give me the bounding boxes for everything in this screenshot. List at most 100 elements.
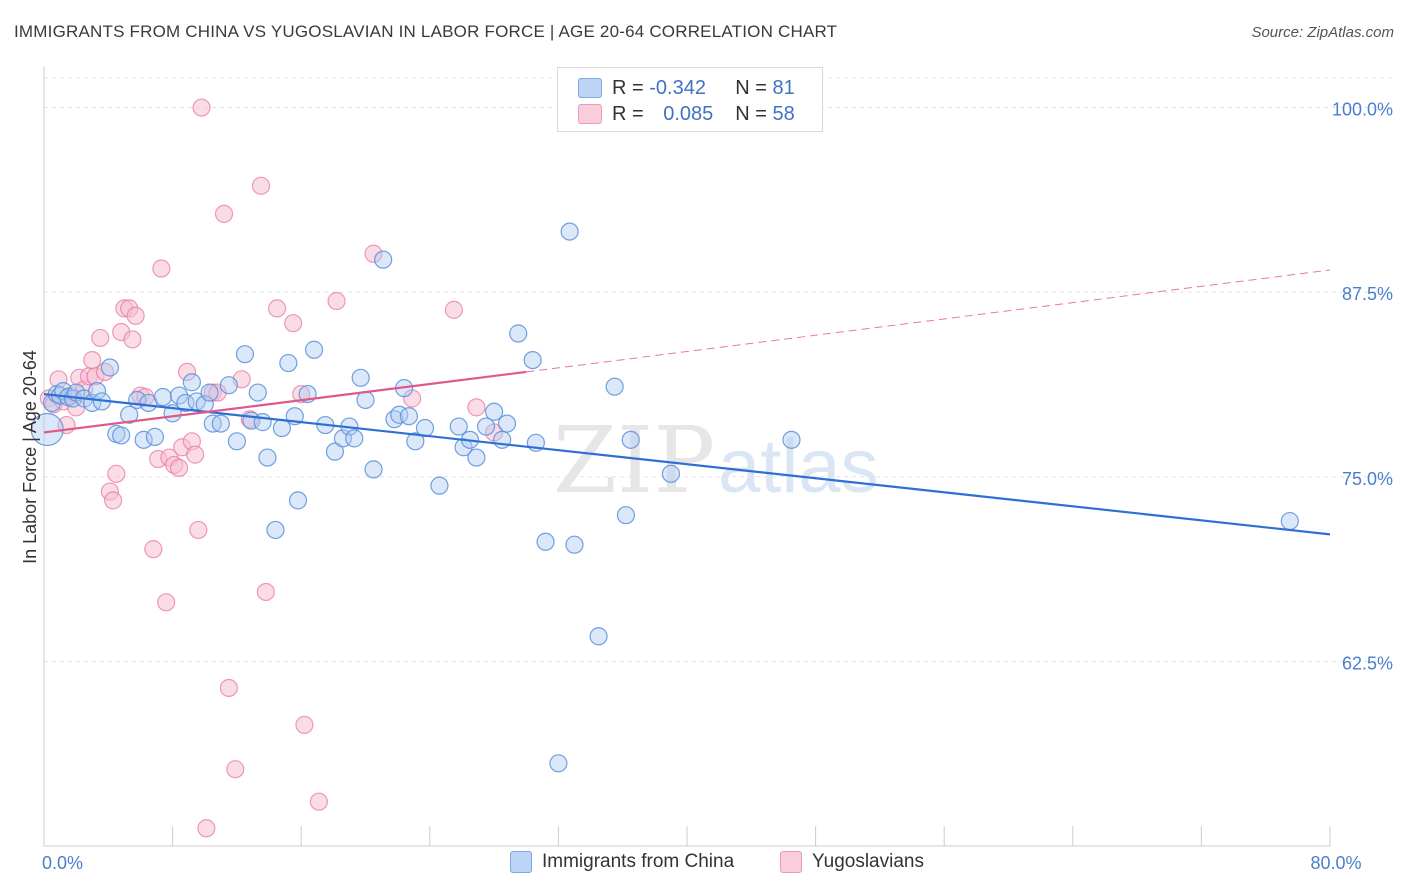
data-point-yugoslavians bbox=[284, 314, 303, 333]
data-point-china bbox=[497, 414, 517, 433]
legend-swatch-yugoslavians bbox=[780, 851, 802, 873]
data-point-yugoslavians bbox=[214, 204, 234, 223]
data-point-china bbox=[536, 532, 555, 551]
chart-title: IMMIGRANTS FROM CHINA VS YUGOSLAVIAN IN … bbox=[14, 22, 838, 41]
data-point-china bbox=[279, 353, 298, 373]
data-point-yugoslavians bbox=[444, 300, 464, 319]
data-point-yugoslavians bbox=[251, 176, 271, 195]
trend-line-yugoslavians bbox=[43, 370, 527, 434]
watermark-atlas: atlas bbox=[718, 424, 879, 509]
data-point-china bbox=[134, 430, 153, 449]
data-point-china bbox=[112, 426, 131, 445]
data-point-china bbox=[266, 520, 285, 540]
legend-n-label: N = bbox=[735, 102, 767, 125]
legend-row-china: R = -0.342 N = 81 bbox=[578, 76, 795, 100]
data-point-china bbox=[430, 476, 449, 495]
legend-item-yugoslavians: Yugoslavians bbox=[780, 851, 924, 873]
trend-line-yugoslavians-extension bbox=[526, 269, 1331, 373]
data-point-yugoslavians bbox=[292, 384, 311, 404]
data-point-yugoslavians bbox=[267, 299, 287, 318]
data-point-china bbox=[364, 460, 383, 479]
data-point-china bbox=[304, 340, 324, 359]
legend-n-label: N = bbox=[735, 76, 767, 99]
data-point-yugoslavians bbox=[309, 792, 328, 811]
legend-swatch-china bbox=[510, 851, 532, 873]
data-point-china bbox=[467, 448, 486, 467]
data-point-yugoslavians bbox=[295, 715, 314, 734]
data-point-china bbox=[560, 222, 579, 241]
data-point-yugoslavians bbox=[169, 458, 189, 478]
data-point-china bbox=[449, 417, 468, 436]
legend-swatch-blue bbox=[578, 78, 602, 98]
data-point-china bbox=[621, 430, 640, 449]
data-point-yugoslavians bbox=[49, 370, 68, 389]
legend-n-value: 58 bbox=[772, 102, 795, 125]
data-point-yugoslavians bbox=[157, 593, 176, 612]
legend-item-china: Immigrants from China bbox=[510, 851, 734, 873]
data-point-china bbox=[169, 386, 189, 405]
data-point-china bbox=[1280, 511, 1299, 531]
series-legend: Immigrants from China Yugoslavians bbox=[0, 851, 1406, 879]
legend-r-value: -0.342 bbox=[649, 76, 706, 99]
y-tick-labels: 62.5% 75.0% 87.5% 100.0% bbox=[1332, 100, 1393, 674]
data-point-china bbox=[605, 377, 624, 396]
data-point-china bbox=[523, 350, 542, 370]
data-point-yugoslavians bbox=[467, 398, 486, 417]
data-point-china bbox=[399, 407, 419, 426]
data-point-yugoslavians bbox=[177, 362, 197, 382]
data-point-china bbox=[219, 376, 238, 395]
data-point-china bbox=[565, 535, 584, 554]
legend-n-value: 81 bbox=[772, 76, 795, 99]
stats-legend: R = -0.342 N = 81 R = 0.085 N = 58 bbox=[557, 67, 823, 132]
data-point-china bbox=[485, 402, 504, 421]
data-point-yugoslavians bbox=[327, 291, 346, 311]
data-point-china bbox=[476, 417, 496, 436]
data-point-china bbox=[509, 324, 528, 343]
x-tick-label-min: 0.0% bbox=[42, 853, 83, 873]
trend-line-china bbox=[43, 392, 1331, 536]
data-point-yugoslavians bbox=[152, 259, 171, 278]
y-tick-label: 75.0% bbox=[1342, 469, 1393, 489]
data-point-yugoslavians bbox=[104, 491, 123, 510]
data-point-china bbox=[288, 491, 308, 510]
data-point-china bbox=[120, 405, 139, 424]
data-point-china bbox=[153, 387, 173, 407]
data-point-yugoslavians bbox=[123, 330, 142, 349]
data-point-yugoslavians bbox=[126, 306, 145, 325]
data-point-china bbox=[549, 754, 568, 773]
data-point-china bbox=[616, 506, 636, 525]
data-point-china bbox=[258, 448, 277, 467]
data-point-china bbox=[589, 627, 608, 646]
y-axis-label: In Labor Force | Age 20-64 bbox=[20, 350, 40, 564]
series-yugoslavians bbox=[39, 98, 504, 838]
legend-row-yugoslavians: R = 0.085 N = 58 bbox=[578, 102, 795, 126]
data-point-yugoslavians bbox=[189, 520, 208, 540]
y-tick-label: 62.5% bbox=[1342, 653, 1393, 673]
data-point-china bbox=[390, 405, 409, 424]
legend-r-value: 0.085 bbox=[663, 102, 714, 125]
data-point-yugoslavians bbox=[197, 819, 216, 838]
data-point-china bbox=[145, 427, 165, 446]
data-point-yugoslavians bbox=[192, 98, 211, 117]
grid-lines bbox=[44, 77, 1394, 662]
series-immigrants-from-china bbox=[30, 222, 1299, 773]
data-point-yugoslavians bbox=[226, 760, 245, 779]
data-point-china bbox=[782, 430, 801, 449]
data-point-yugoslavians bbox=[219, 678, 238, 698]
data-point-yugoslavians bbox=[107, 464, 126, 483]
trend-lines bbox=[43, 269, 1331, 536]
legend-r-label: R = bbox=[612, 102, 644, 125]
data-point-china bbox=[661, 464, 681, 483]
data-point-yugoslavians bbox=[91, 328, 110, 348]
chart-source: Source: ZipAtlas.com bbox=[1251, 24, 1394, 41]
y-tick-label: 87.5% bbox=[1342, 284, 1393, 304]
data-point-china bbox=[374, 250, 393, 269]
x-ticks bbox=[43, 826, 1331, 846]
data-point-china bbox=[235, 345, 255, 364]
data-point-china bbox=[248, 383, 267, 402]
data-point-china bbox=[351, 368, 370, 387]
data-point-china bbox=[227, 432, 246, 451]
x-tick-label-max: 80.0% bbox=[1310, 853, 1361, 873]
data-point-china bbox=[211, 414, 230, 433]
